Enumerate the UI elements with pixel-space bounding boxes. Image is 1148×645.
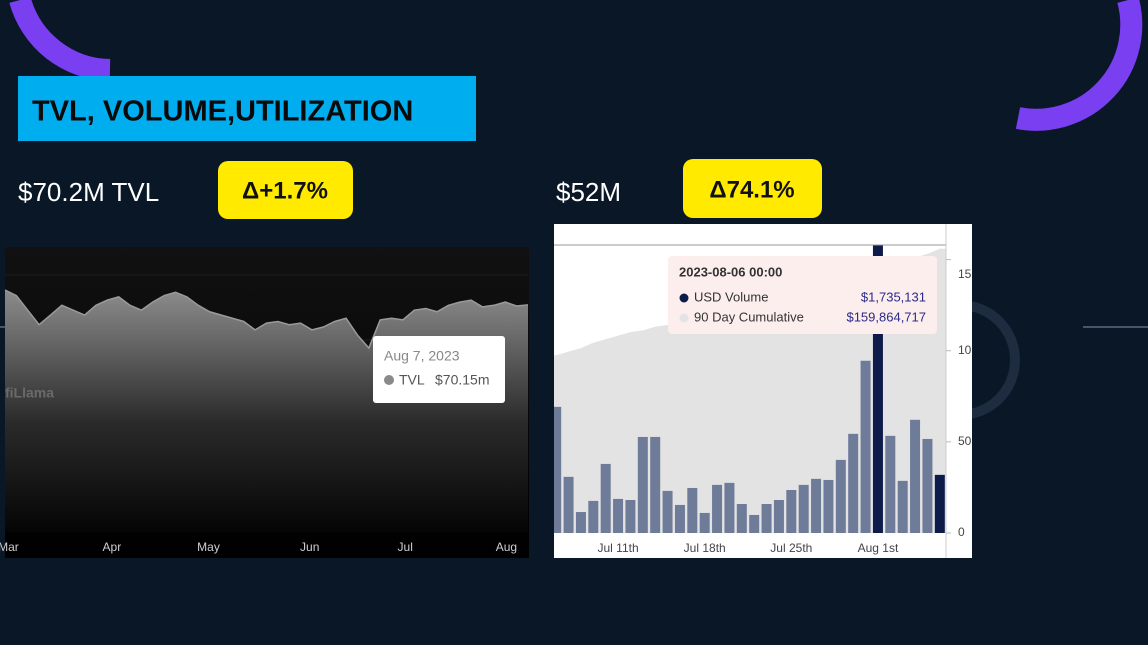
slide-title: TVL, VOLUME,UTILIZATION (32, 96, 413, 128)
x-tick-label: Apr (103, 540, 122, 554)
bar (811, 478, 822, 533)
bar (588, 500, 599, 533)
bar (910, 419, 921, 533)
bar (860, 360, 871, 533)
bar (798, 484, 809, 533)
y-tick-label: 50 (958, 434, 972, 448)
tooltip-value: $70.15m (435, 372, 489, 388)
legend-label: USD Volume (694, 289, 768, 304)
bar (613, 498, 624, 533)
tooltip-value: $1,735,131 (861, 289, 926, 304)
bar (650, 436, 661, 533)
bar (554, 406, 562, 533)
y-tick-label: 10 (958, 343, 972, 357)
bar (897, 480, 908, 533)
bar (749, 514, 760, 533)
y-tick-label: 0 (958, 525, 965, 539)
bar (600, 463, 611, 533)
bar (674, 504, 685, 533)
bar (773, 500, 784, 533)
bar (736, 504, 747, 533)
delta-pill (683, 159, 822, 218)
decor-arc (1015, 0, 1143, 131)
bar (872, 245, 883, 533)
tvl-line (4, 289, 529, 350)
tooltip-title: 2023-08-06 00:00 (679, 264, 782, 279)
watermark: fiLlama (5, 385, 54, 401)
x-tick-label: May (197, 540, 220, 554)
tooltip-value: $159,864,717 (846, 309, 926, 324)
bar (934, 474, 945, 533)
y-tick-label: 15 (958, 267, 972, 281)
bar (662, 490, 673, 533)
stat-delta: Δ+1.7% (242, 177, 328, 204)
bar (835, 459, 846, 533)
delta-pill (218, 161, 353, 219)
bar (761, 504, 772, 533)
bar (575, 512, 586, 533)
stat-delta: Δ74.1% (709, 176, 794, 203)
legend-label: 90 Day Cumulative (694, 309, 804, 324)
x-tick-label: Aug (496, 540, 517, 554)
x-tick-label: Jul 18th (684, 541, 726, 555)
tooltip-box (668, 256, 937, 334)
stat-value: $70.2M TVL (18, 177, 159, 207)
charts: Mar Apr May Jun Jul Aug fiLlama Aug 7, 2023 TVL $… (0, 224, 972, 558)
tooltip-name: TVL (399, 372, 425, 388)
x-tick-label: Aug 1st (858, 541, 899, 555)
bar (724, 482, 735, 533)
bar (823, 479, 834, 533)
bar (637, 436, 648, 533)
tooltip-box (373, 336, 505, 403)
bar (625, 500, 636, 533)
x-tick-label: Jul 25th (770, 541, 812, 555)
legend-dot (679, 293, 689, 303)
title-box (18, 76, 476, 141)
x-tick-label: Mar (0, 540, 19, 554)
stat-value: $52M (556, 177, 621, 207)
legend-dot (679, 313, 689, 323)
bar (563, 476, 574, 533)
bar (786, 489, 797, 533)
bar (885, 435, 896, 533)
x-tick-label: Jun (300, 540, 319, 554)
bar (848, 433, 859, 533)
bar (922, 438, 933, 533)
decor-arc (9, 0, 111, 81)
tvl-area (5, 290, 528, 532)
tooltip-dot (384, 375, 394, 385)
bar (712, 484, 723, 533)
tooltip-title: Aug 7, 2023 (384, 348, 460, 364)
x-tick-label: Jul 11th (597, 541, 638, 555)
bar (699, 512, 710, 533)
x-tick-label: Jul (398, 540, 413, 554)
bar (687, 487, 698, 533)
